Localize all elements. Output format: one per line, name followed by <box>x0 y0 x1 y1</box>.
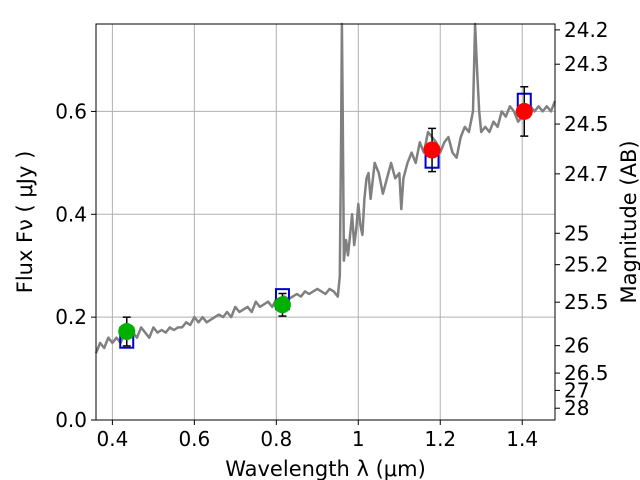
y-tick-label: 0.4 <box>55 202 87 226</box>
magnitude-tick-label: 26 <box>564 334 589 358</box>
magnitude-tick-label: 24.2 <box>564 18 609 42</box>
grid-lines <box>96 24 555 421</box>
magnitude-tick-label: 26.5 <box>564 361 609 385</box>
magnitude-tick-label: 24.5 <box>564 112 609 136</box>
observation-point <box>423 141 441 159</box>
magnitude-tick-label: 28 <box>564 396 589 420</box>
x-tick-label: 1.4 <box>506 427 538 451</box>
y-tick-label: 0.6 <box>55 99 87 123</box>
plot-frame <box>95 23 556 421</box>
observations-layer <box>118 85 533 347</box>
x-tick-label: 0.8 <box>260 427 292 451</box>
magnitude-tick-label: 25.2 <box>564 253 609 277</box>
x-tick-label: 1.2 <box>424 427 456 451</box>
x-tick-label: 0.6 <box>178 427 210 451</box>
observation-point <box>515 102 533 120</box>
magnitude-tick-label: 27 <box>564 378 589 402</box>
x-axis-ticks: 0.4 0.6 0.8 1 1.2 1.4 <box>96 420 538 451</box>
magnitude-tick-label: 25 <box>564 221 589 245</box>
magnitude-tick-label: 24.7 <box>564 162 609 186</box>
observation-point <box>118 323 136 341</box>
y-tick-label: 0.0 <box>55 408 87 432</box>
y-tick-label: 0.2 <box>55 305 87 329</box>
x-axis-label: Wavelength λ (μm) <box>225 457 426 480</box>
magnitude-tick-label: 24.3 <box>564 52 609 76</box>
x-tick-label: 1 <box>352 427 365 451</box>
y-axis-label: Flux Fν ( μJy ) <box>13 151 37 294</box>
spectrum-layer <box>94 22 557 354</box>
magnitude-axis-label: Magnitude (AB) <box>617 140 640 303</box>
spectrum-line <box>94 22 557 354</box>
y-axis-ticks: 0.0 0.2 0.4 0.6 <box>55 99 96 432</box>
x-tick-label: 0.4 <box>96 427 128 451</box>
magnitude-tick-label: 25.5 <box>564 290 609 314</box>
observation-point <box>273 296 291 314</box>
